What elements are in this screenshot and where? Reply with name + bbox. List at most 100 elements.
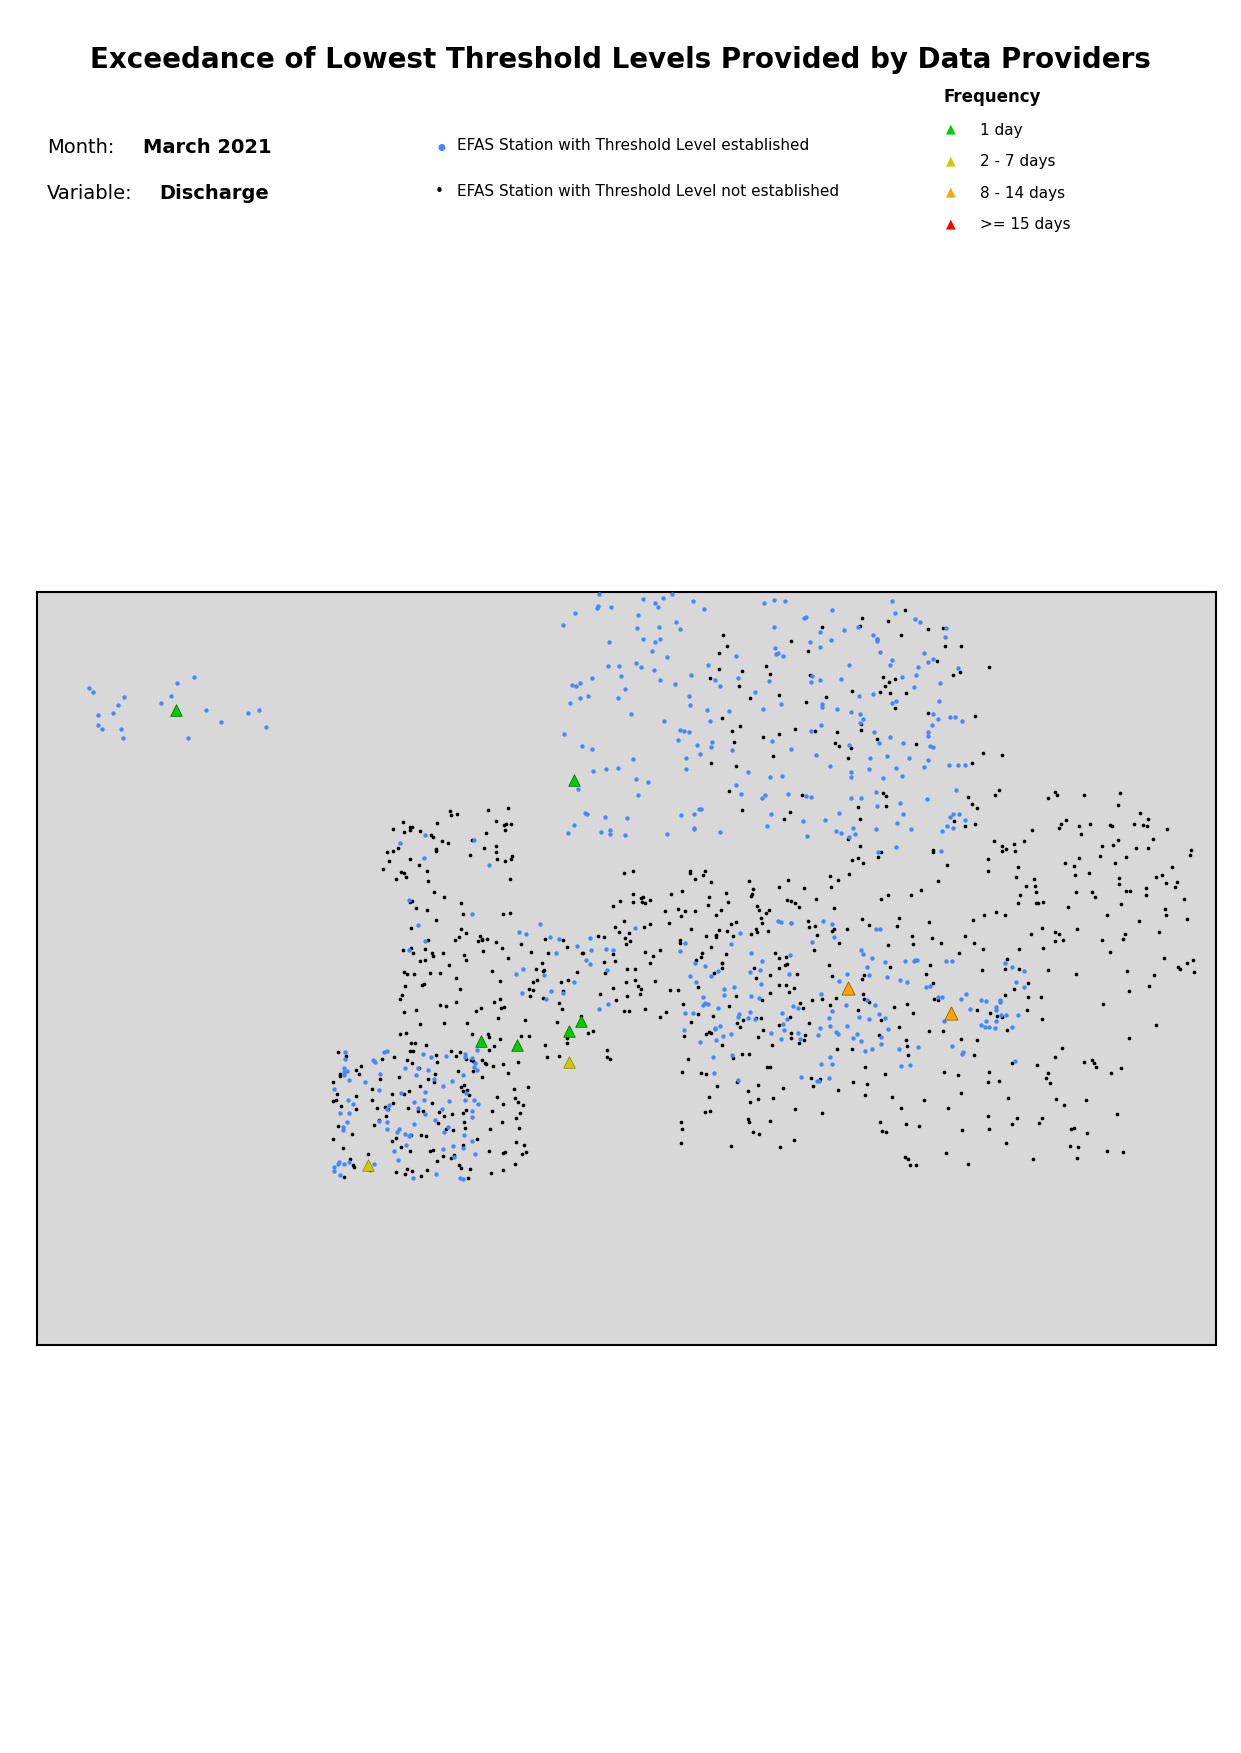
Point — [103, 699, 123, 727]
Text: EFAS Station with Threshold Level not established: EFAS Station with Threshold Level not es… — [457, 184, 839, 200]
Point — [880, 722, 900, 750]
Point — [443, 1131, 463, 1159]
Point — [722, 736, 742, 764]
Point — [743, 1117, 763, 1145]
Point — [405, 1029, 424, 1057]
Text: Month:: Month: — [47, 138, 114, 158]
Point — [1129, 906, 1149, 934]
Point — [918, 615, 938, 643]
Point — [879, 1015, 898, 1043]
Point — [1138, 805, 1158, 833]
Point — [478, 796, 498, 824]
Point — [1014, 827, 1034, 855]
Point — [931, 838, 951, 866]
Point — [903, 673, 923, 701]
Point — [460, 841, 480, 869]
Point — [482, 1097, 501, 1125]
Point — [513, 1090, 532, 1118]
Point — [424, 1064, 444, 1092]
Point — [943, 806, 963, 834]
Point — [416, 1078, 436, 1106]
Point — [362, 1075, 382, 1103]
Point — [338, 1057, 357, 1085]
Point — [752, 947, 772, 975]
Point — [403, 1164, 423, 1192]
Point — [954, 922, 974, 950]
Point — [967, 794, 987, 822]
Point — [932, 983, 952, 1011]
Point — [958, 784, 978, 812]
Point — [697, 696, 717, 724]
Point — [900, 1050, 920, 1078]
Point — [388, 1146, 408, 1175]
Point — [941, 803, 961, 831]
Point — [829, 866, 849, 894]
Point — [422, 1089, 442, 1117]
Point — [862, 1036, 882, 1064]
Point — [401, 1120, 421, 1148]
Point — [752, 910, 772, 938]
Point — [731, 712, 751, 740]
Point — [762, 727, 782, 756]
Point — [407, 1097, 427, 1125]
Point — [839, 826, 859, 854]
Point — [616, 820, 635, 848]
Point — [923, 969, 943, 997]
Point — [480, 1115, 500, 1143]
Point — [726, 771, 746, 799]
Point — [463, 826, 483, 854]
Point — [951, 1078, 970, 1106]
Point — [848, 792, 867, 820]
Point — [995, 980, 1015, 1008]
Point — [395, 1080, 414, 1108]
Point — [846, 1020, 866, 1048]
Point — [442, 1066, 462, 1094]
Point — [923, 838, 943, 866]
Point — [757, 1054, 777, 1082]
Point — [598, 628, 618, 656]
Point — [1113, 926, 1133, 954]
Point — [695, 952, 715, 980]
Point — [1077, 1118, 1097, 1146]
Point — [459, 1080, 479, 1108]
Point — [967, 996, 987, 1024]
Point — [766, 635, 786, 663]
Point — [406, 894, 426, 922]
Point — [906, 1150, 926, 1178]
Point — [867, 624, 887, 652]
Point — [989, 777, 1009, 805]
Point — [505, 1127, 525, 1155]
Point — [850, 833, 870, 861]
Point — [546, 940, 566, 968]
Point — [453, 1076, 473, 1104]
Point — [424, 878, 444, 906]
Point — [377, 1094, 397, 1122]
Point — [773, 1075, 793, 1103]
Point — [323, 1125, 343, 1153]
Point — [1040, 1069, 1060, 1097]
Point — [635, 996, 655, 1024]
Point — [894, 799, 913, 827]
Point — [710, 673, 730, 701]
Point — [752, 905, 772, 933]
Point — [483, 1052, 503, 1080]
Point — [763, 742, 783, 770]
Point — [256, 713, 276, 742]
Point — [398, 1094, 418, 1122]
Point — [617, 805, 637, 833]
Point — [401, 887, 421, 915]
Point — [609, 652, 629, 680]
Point — [892, 763, 912, 791]
Point — [850, 612, 870, 640]
Point — [978, 1068, 998, 1096]
Point — [1107, 1101, 1127, 1129]
Point — [1045, 1043, 1065, 1071]
Point — [829, 966, 849, 994]
Point — [1080, 810, 1100, 838]
Point — [726, 752, 746, 780]
Point — [958, 1150, 978, 1178]
Point — [480, 1159, 500, 1187]
Point — [720, 992, 740, 1020]
Point — [419, 1138, 439, 1166]
Point — [949, 657, 969, 685]
